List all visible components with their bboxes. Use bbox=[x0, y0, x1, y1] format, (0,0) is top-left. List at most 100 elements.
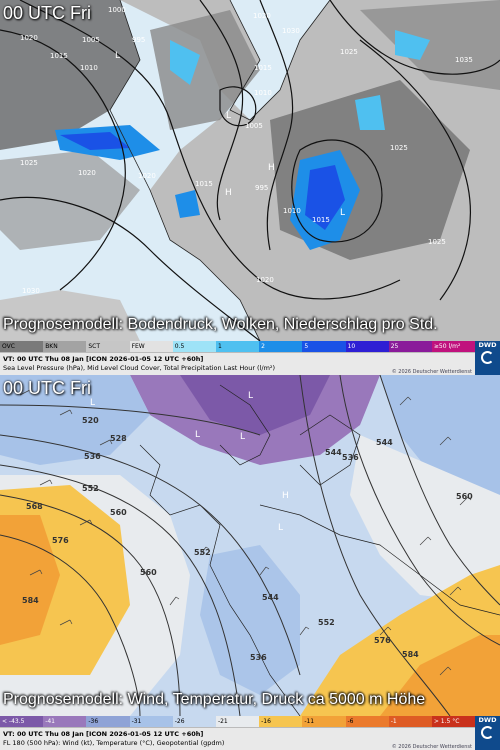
temperature-field bbox=[200, 545, 300, 695]
geopotential-label: 536 bbox=[84, 452, 101, 461]
legend-cell: OVC bbox=[0, 341, 44, 352]
geopotential-label: 584 bbox=[22, 596, 39, 605]
isobar-label: 1015 bbox=[312, 216, 330, 224]
precipitation-area bbox=[60, 132, 130, 150]
isobar-labels: 1020 1015 995 1005 1010 1000 1020 1030 1… bbox=[20, 6, 473, 295]
map-info-bar: VT: 00 UTC Thu 08 Jan [ICON 2026-01-05 1… bbox=[0, 352, 475, 375]
map-caption: Prognosemodell: Bodendruck, Wolken, Nied… bbox=[3, 316, 438, 333]
geopotential-label: 576 bbox=[52, 536, 69, 545]
isobar-label: 1005 bbox=[245, 122, 263, 130]
precipitation-area bbox=[355, 95, 385, 130]
temperature-legend: < -43.5 -41 -36 -31 -26 -21 -16 -11 -6 -… bbox=[0, 716, 476, 727]
dwd-logo-text: DWD bbox=[478, 716, 497, 724]
geopotential-contours bbox=[0, 375, 500, 716]
isobar-label: 1025 bbox=[340, 48, 358, 56]
geopotential-label: 560 bbox=[456, 492, 473, 501]
parameter-description: Sea Level Pressure (hPa), Mid Level Clou… bbox=[3, 364, 276, 372]
low-pressure-marker: L bbox=[240, 432, 245, 442]
isobar-label: 1015 bbox=[50, 52, 68, 60]
geopotential-label: 552 bbox=[318, 618, 335, 627]
low-pressure-marker: L bbox=[248, 391, 253, 401]
legend-cell: -21 bbox=[215, 716, 260, 727]
isobar-label: 1005 bbox=[82, 36, 100, 44]
precipitation-area bbox=[395, 30, 430, 60]
surface-pressure-map: 1020 1015 995 1005 1010 1000 1020 1030 1… bbox=[0, 0, 500, 341]
geopotential-label: 584 bbox=[402, 650, 419, 659]
legend-cell: 5 bbox=[302, 341, 346, 352]
isobar-label: 995 bbox=[132, 36, 145, 44]
geopotential-label: 528 bbox=[110, 434, 127, 443]
geopotential-label: 560 bbox=[140, 568, 157, 577]
cloud-cover bbox=[360, 0, 500, 90]
isobar-label: 1030 bbox=[282, 27, 300, 35]
precipitation-area bbox=[170, 40, 200, 85]
low-pressure-marker: L bbox=[278, 523, 283, 533]
dwd-logo-text: DWD bbox=[478, 341, 497, 349]
legend-cell: SCT bbox=[86, 341, 130, 352]
geopotential-label: 520 bbox=[82, 416, 99, 425]
dwd-logo: DWD bbox=[475, 716, 500, 750]
high-pressure-marker: H bbox=[225, 188, 232, 198]
cloud-cover bbox=[0, 150, 140, 250]
dwd-logo: DWD bbox=[475, 341, 500, 375]
low-pressure-marker: L bbox=[90, 398, 95, 408]
legend-cell: -36 bbox=[86, 716, 130, 727]
surface-pressure-panel: 1020 1015 995 1005 1010 1000 1020 1030 1… bbox=[0, 0, 500, 375]
isobar-label: 1015 bbox=[254, 64, 272, 72]
precipitation-area bbox=[305, 165, 345, 230]
geopotential-label: 536 bbox=[250, 653, 267, 662]
legend-cell: 25 bbox=[388, 341, 432, 352]
geopotential-label: 536 bbox=[342, 453, 359, 462]
copyright-text: © 2026 Deutscher Wetterdienst bbox=[391, 744, 472, 750]
low-pressure-marker: L bbox=[226, 111, 231, 121]
legend-cell: > 1.5 °C bbox=[431, 716, 476, 727]
temperature-field bbox=[380, 375, 500, 495]
geopotential-label: 544 bbox=[325, 448, 342, 457]
isobar-label: 1020 bbox=[78, 169, 96, 177]
precipitation-legend: OVC BKN SCT FEW 0.5 1 2 5 10 25 ≥50 l/m² bbox=[0, 341, 476, 352]
pressure-centers: L L L L H L bbox=[90, 391, 289, 533]
legend-cell: -11 bbox=[302, 716, 346, 727]
cloud-cover bbox=[150, 10, 260, 130]
coastline bbox=[229, 0, 331, 121]
forecast-time-label: 00 UTC Fri bbox=[3, 3, 92, 23]
isobar-label: 995 bbox=[255, 184, 268, 192]
copyright-text: © 2026 Deutscher Wetterdienst bbox=[391, 369, 472, 375]
legend-cell: FEW bbox=[129, 341, 173, 352]
low-pressure-marker: L bbox=[195, 430, 200, 440]
isobar-label: 1010 bbox=[80, 64, 98, 72]
isobar-label: 1020 bbox=[253, 12, 271, 20]
isobar-label: 1020 bbox=[256, 276, 274, 284]
legend-cell: -41 bbox=[43, 716, 87, 727]
isobar-label: 1010 bbox=[283, 207, 301, 215]
dwd-swirl-icon bbox=[481, 351, 494, 364]
legend-cell: < -43.5 bbox=[0, 716, 44, 727]
geopotential-label: 544 bbox=[376, 438, 393, 447]
isobar-label: 1035 bbox=[455, 56, 473, 64]
low-pressure-marker: L bbox=[340, 208, 345, 218]
geopotential-label: 552 bbox=[194, 548, 211, 557]
geopotential-label: 560 bbox=[110, 508, 127, 517]
isobar-label: 1025 bbox=[390, 144, 408, 152]
land-mass bbox=[0, 290, 140, 341]
legend-cell: 2 bbox=[259, 341, 303, 352]
forecast-time-label: 00 UTC Fri bbox=[3, 378, 92, 398]
precipitation-area bbox=[175, 190, 200, 218]
legend-cell: -16 bbox=[259, 716, 303, 727]
isobar-label: 1010 bbox=[254, 89, 272, 97]
valid-time-text: VT: 00 UTC Thu 08 Jan [ICON 2026-01-05 1… bbox=[3, 355, 204, 363]
isobar-label: 1020 bbox=[20, 34, 38, 42]
upper-air-panel: 520 528 536 544 552 560 568 576 584 560 … bbox=[0, 375, 500, 750]
isobar-label: 1030 bbox=[22, 287, 40, 295]
isobar-label: 1020 bbox=[138, 172, 156, 180]
legend-cell: ≥50 l/m² bbox=[431, 341, 476, 352]
isobar-label: 1025 bbox=[20, 159, 38, 167]
valid-time-text: VT: 00 UTC Thu 08 Jan [ICON 2026-01-05 1… bbox=[3, 730, 204, 738]
legend-cell: 1 bbox=[215, 341, 260, 352]
geopotential-label: 544 bbox=[262, 593, 279, 602]
cloud-cover bbox=[0, 0, 140, 150]
temperature-field bbox=[0, 375, 150, 465]
coastlines bbox=[139, 384, 500, 716]
map-info-bar: VT: 00 UTC Thu 08 Jan [ICON 2026-01-05 1… bbox=[0, 727, 475, 750]
legend-cell: BKN bbox=[43, 341, 87, 352]
